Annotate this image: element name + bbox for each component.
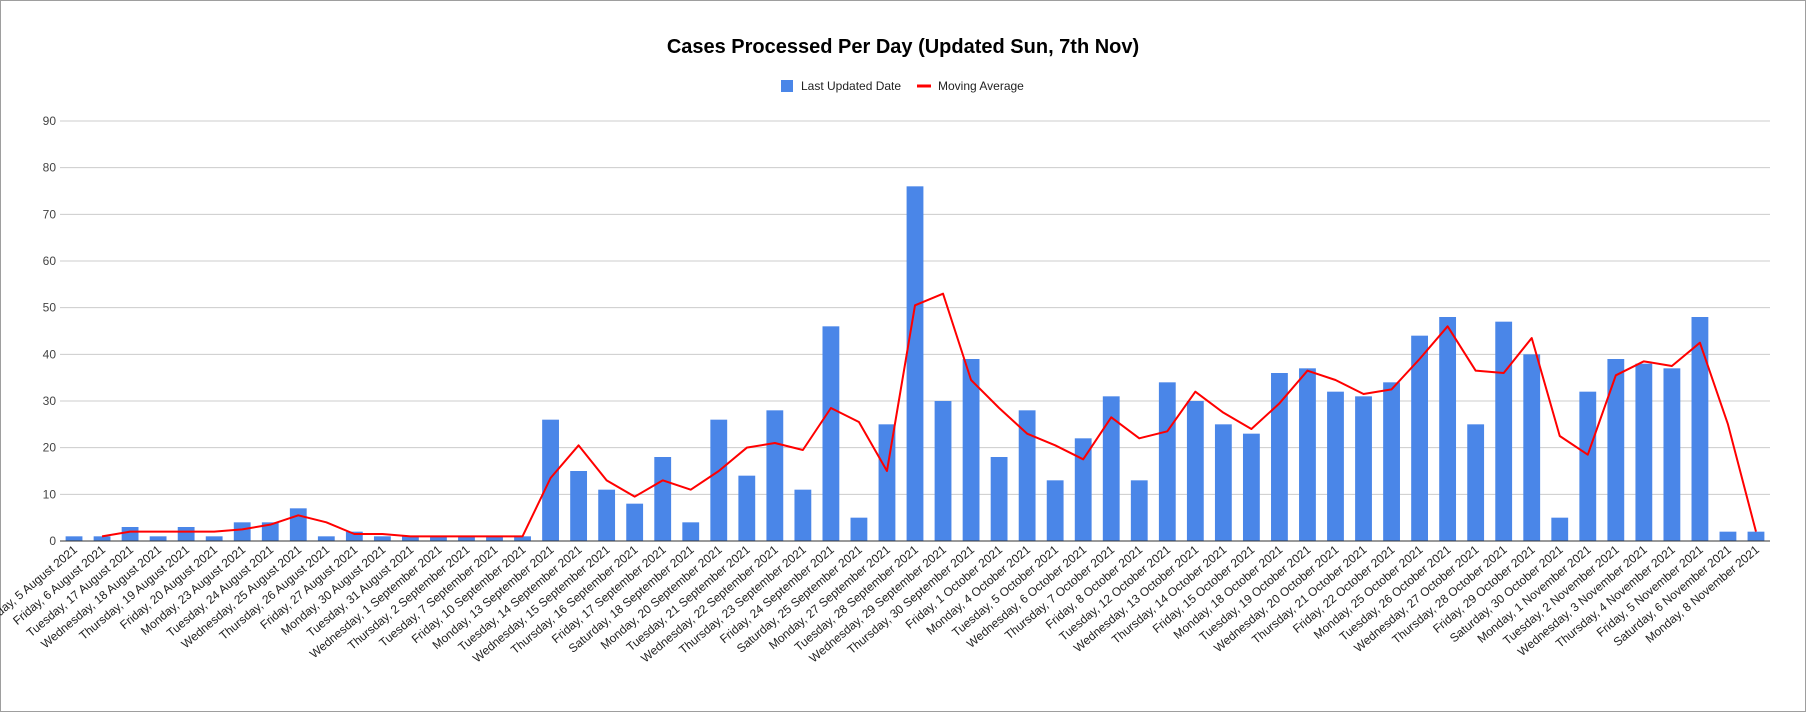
y-tick-label: 60 [43,254,57,268]
bar [345,531,363,541]
bar [1495,321,1513,541]
y-axis: 0 10 20 30 40 50 60 70 80 90 [43,114,57,548]
bar [962,359,980,541]
bar [990,457,1008,541]
bar [1186,401,1204,541]
bar [1383,382,1400,541]
bar [93,536,111,541]
bar [1102,396,1120,541]
y-tick-label: 70 [43,207,57,221]
bar [1411,335,1428,541]
legend: Last Updated Date Moving Average [781,79,1024,93]
bar [1299,368,1316,541]
bar [514,536,531,541]
bar [1691,317,1709,541]
bar [1551,517,1569,541]
bar [177,527,195,541]
bar [373,536,391,541]
bar [205,536,223,541]
y-tick-label: 20 [43,441,57,455]
bar [570,471,588,541]
bar [402,536,419,541]
bar [1523,354,1541,541]
bar [1439,317,1457,541]
bar [906,186,924,541]
bar [149,536,167,541]
bar [878,424,896,541]
legend-label-line: Moving Average [938,79,1024,93]
bar [1046,480,1064,541]
y-tick-label: 10 [43,487,57,501]
chart-title: Cases Processed Per Day (Updated Sun, 7t… [667,36,1139,58]
bar [430,536,447,541]
bar [710,419,728,541]
bar [233,522,251,541]
bar [261,522,279,541]
bar [121,527,139,541]
bar [1158,382,1176,541]
bar [1607,359,1625,541]
bar [1074,438,1092,541]
bar [1130,480,1148,541]
y-tick-label: 80 [43,161,57,175]
bar [486,536,503,541]
bar [317,536,335,541]
y-tick-label: 90 [43,114,57,128]
bar [458,536,475,541]
bar [1018,410,1036,541]
bar [1635,363,1653,541]
bar [682,522,700,541]
moving-average-line [101,292,1757,538]
bar [822,326,840,541]
y-tick-label: 40 [43,347,57,361]
bar [1663,368,1681,541]
bar [1719,531,1737,541]
bar [934,401,952,541]
bar [1747,531,1765,541]
bar [1242,433,1260,541]
bar [794,489,812,541]
bar-series [65,186,1765,541]
legend-swatch-bars [781,80,793,92]
bar [1355,396,1372,541]
bar [626,503,644,541]
bar [289,508,307,541]
bar [1271,373,1288,541]
y-tick-label: 0 [49,534,56,548]
bar [1579,391,1597,541]
bar [1214,424,1232,541]
y-tick-label: 50 [43,301,57,315]
bar [598,489,616,541]
bar [738,475,756,541]
bar [65,536,83,541]
legend-label-bars: Last Updated Date [801,79,901,93]
bar [1327,391,1344,541]
bar [654,457,672,541]
bar [542,419,559,541]
y-tick-label: 30 [43,394,57,408]
bar [766,410,784,541]
bar [1467,424,1485,541]
bar [850,517,868,541]
